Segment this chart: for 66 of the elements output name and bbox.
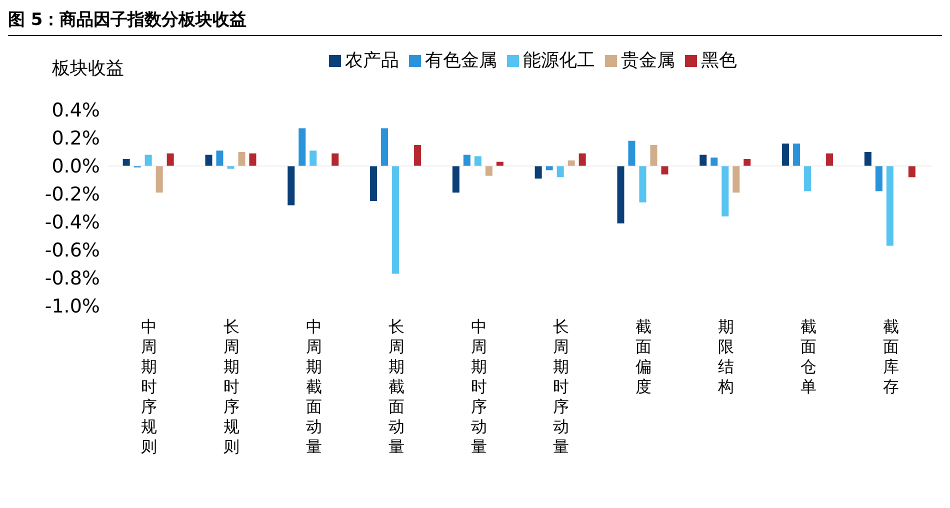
bar — [452, 166, 460, 193]
x-tick-label: 中周期截面动量 — [306, 317, 322, 456]
x-tick-label: 中周期时序动量 — [470, 317, 487, 456]
bar — [216, 150, 224, 166]
bar — [310, 150, 317, 166]
bar — [534, 166, 542, 179]
legend-label: 农产品 — [345, 50, 399, 71]
bar — [700, 154, 707, 166]
bar — [288, 166, 295, 206]
bar — [782, 144, 790, 166]
bar — [485, 166, 492, 176]
bar — [463, 154, 470, 166]
bar — [205, 154, 212, 166]
bar — [826, 153, 834, 166]
y-tick-label: -0.6% — [44, 240, 100, 262]
x-tick-label: 长周期时序规则 — [224, 317, 240, 456]
x-tick-label: 截面仓单 — [800, 317, 816, 396]
x-tick-label: 长周期时序动量 — [553, 317, 570, 456]
bar — [908, 166, 916, 178]
bar — [166, 153, 174, 166]
bar — [381, 128, 388, 166]
bar — [793, 144, 800, 166]
legend-label: 能源化工 — [523, 50, 595, 71]
chart-title: 图 5：商品因子指数分板块收益 — [8, 8, 942, 36]
legend-label: 黑色 — [701, 50, 737, 71]
bar — [864, 152, 872, 166]
bar — [556, 166, 564, 178]
bar — [639, 166, 646, 202]
x-tick-label: 期限结构 — [717, 317, 734, 396]
y-axis-title: 板块收益 — [52, 57, 124, 80]
bar — [722, 166, 729, 216]
bar — [122, 159, 130, 166]
bar — [650, 145, 658, 166]
x-tick-label: 长周期截面动量 — [388, 317, 404, 456]
y-tick-label: -0.8% — [44, 268, 100, 290]
bar — [474, 156, 482, 166]
bar — [628, 140, 636, 166]
legend-label: 有色金属 — [425, 50, 497, 71]
bar — [298, 128, 306, 166]
bar — [886, 166, 894, 246]
y-tick-label: 0.4% — [52, 100, 100, 122]
bar — [578, 153, 586, 166]
y-tick-label: 0.2% — [52, 128, 100, 150]
bar — [392, 166, 400, 274]
bar — [617, 166, 624, 224]
bar — [804, 166, 812, 192]
bar — [249, 153, 256, 166]
y-tick-label: 0.0% — [52, 156, 100, 178]
x-tick-label: 截面偏度 — [636, 317, 652, 396]
y-tick-label: -1.0% — [44, 296, 100, 318]
bar — [710, 158, 718, 166]
legend-label: 贵金属 — [621, 50, 675, 71]
y-tick-label: -0.4% — [44, 212, 100, 234]
bar — [661, 166, 668, 174]
bar — [744, 159, 751, 166]
bar — [370, 166, 378, 201]
bar — [875, 166, 882, 192]
bar — [156, 166, 163, 193]
bar — [414, 145, 422, 166]
x-tick-label: 中周期时序规则 — [141, 317, 158, 456]
y-tick-label: -0.2% — [44, 184, 100, 206]
bar — [332, 153, 339, 166]
bar — [238, 152, 246, 166]
bar — [732, 166, 740, 193]
bar — [144, 154, 152, 166]
x-tick-label: 截面库存 — [882, 317, 899, 396]
